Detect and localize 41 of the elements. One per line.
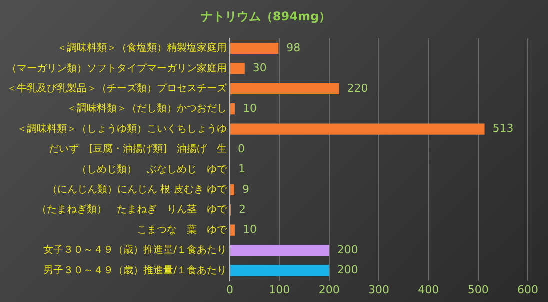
y-tick-label: （たまねぎ類） たまねぎ りん茎 ゆで [37, 204, 228, 216]
y-tick-label: ＜牛乳及び乳製品＞（チーズ類）プロセスチーズ [7, 82, 228, 94]
y-tick-label: 女子３０～４９（歳）推進量/１食あたり [44, 244, 227, 256]
y-tick-label: ＜調味料類＞（食塩類）精製塩家庭用 [57, 42, 227, 54]
data-label: 2 [238, 202, 246, 216]
bar [230, 42, 279, 54]
bar [230, 184, 234, 196]
y-tick-label: （マーガリン類）ソフトタイプマーガリン家庭用 [7, 62, 227, 74]
data-label: 9 [242, 182, 250, 196]
data-label: 0 [238, 142, 245, 156]
bar [230, 244, 330, 256]
data-label: 200 [337, 264, 358, 277]
bar [230, 124, 485, 135]
data-label: 10 [242, 102, 257, 115]
x-tick-label: 0 [226, 283, 234, 296]
y-tick-label: （にんじん類）にんじん 根 皮むき ゆで [47, 183, 228, 196]
bar [230, 265, 330, 276]
chart-title: ナトリウム（894mg） [200, 9, 332, 24]
x-tick-label: 100 [269, 283, 290, 296]
bar [230, 224, 235, 236]
x-tick-label: 200 [318, 283, 340, 296]
data-label: 1 [238, 162, 246, 176]
y-tick-label: だいず [豆腐・油揚げ類] 油揚げ 生 [49, 143, 227, 156]
x-tick-label: 300 [368, 283, 390, 296]
y-tick-label: ＜調味料類＞（だし類）かつおだし [67, 102, 227, 115]
data-label: 30 [252, 62, 267, 75]
y-tick-label: こまつな 葉 ゆで [137, 224, 228, 236]
data-label: 200 [337, 243, 358, 256]
data-label: 10 [242, 223, 257, 236]
data-label: 513 [492, 122, 514, 136]
y-tick-label: （しめじ類） ぶなしめじ ゆで [77, 163, 228, 176]
bar [230, 104, 235, 115]
bar [230, 83, 340, 94]
bar [230, 63, 245, 74]
data-label: 98 [286, 41, 301, 54]
y-tick-label: 男子３０～４９（歳）推進量/１食あたり [44, 264, 227, 276]
x-tick-label: 600 [518, 283, 538, 296]
data-label: 220 [347, 82, 368, 95]
x-tick-label: 500 [468, 283, 489, 296]
y-tick-label: ＜調味料類＞（しょうゆ類）こいくちしょうゆ [17, 122, 227, 135]
x-tick-label: 400 [418, 283, 440, 296]
